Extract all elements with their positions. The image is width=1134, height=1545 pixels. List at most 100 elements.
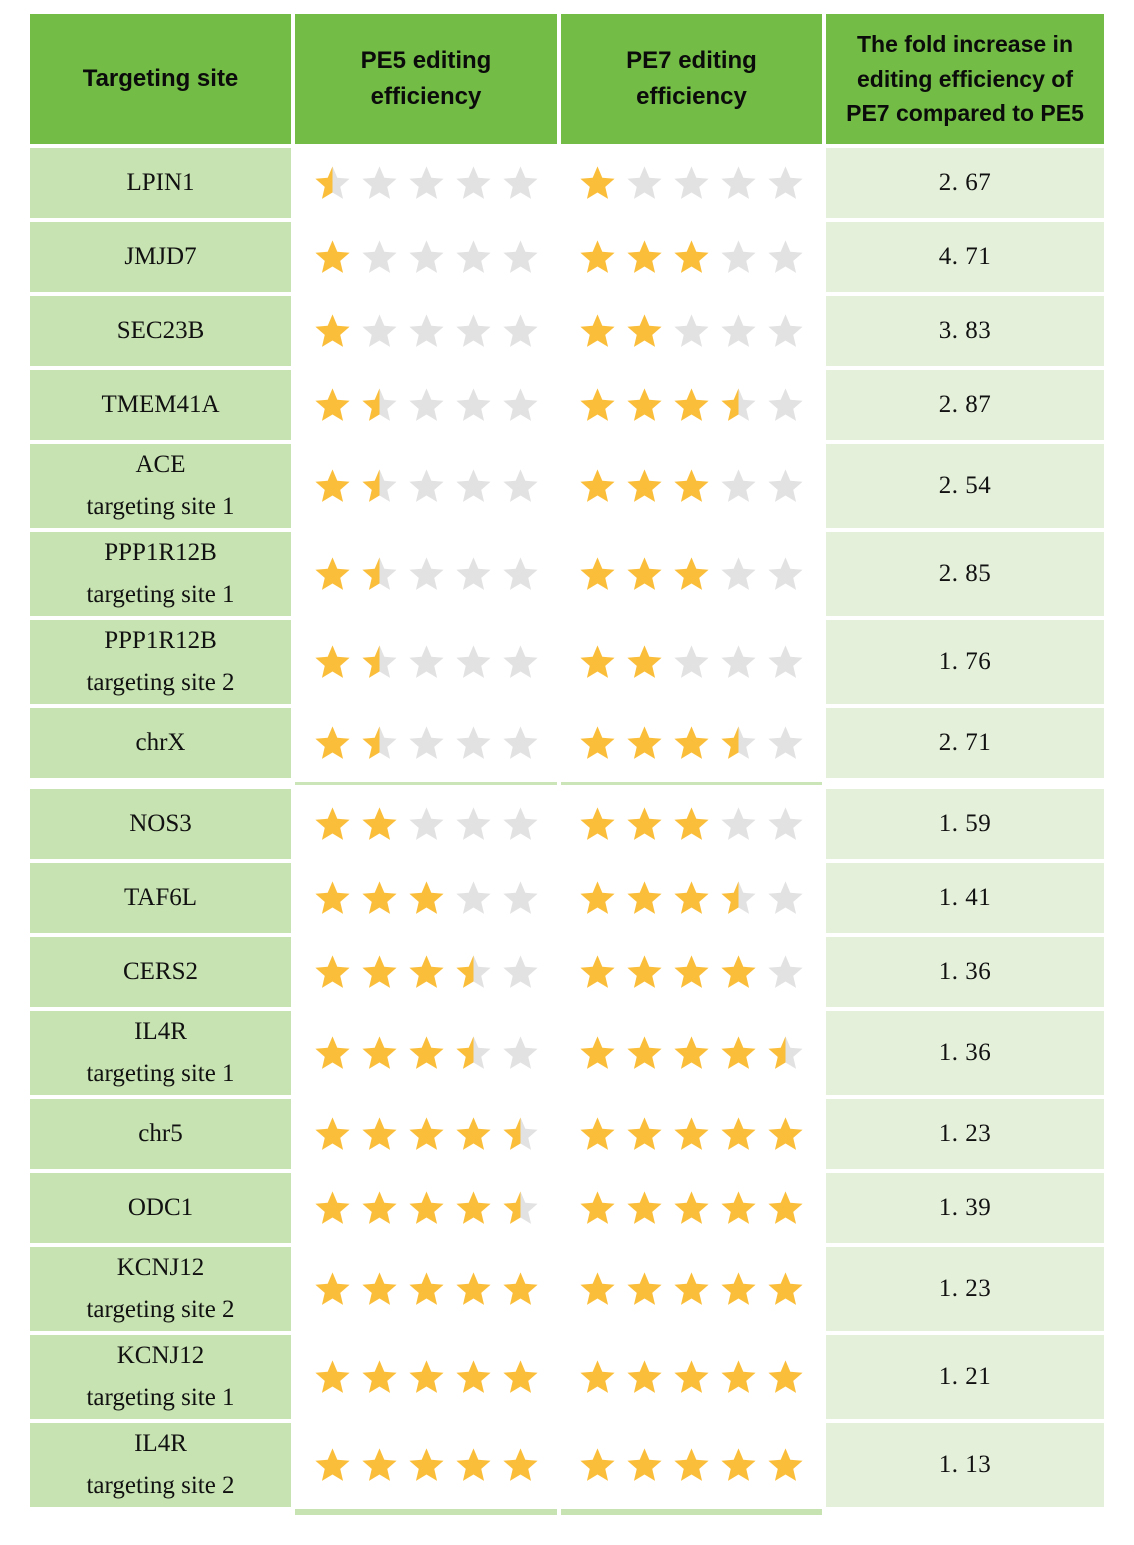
star-icon xyxy=(674,556,709,590)
targeting-site-header-label: Targeting site xyxy=(82,65,239,92)
star-icon xyxy=(455,387,491,421)
pe7-rating xyxy=(561,1335,822,1419)
star-icon xyxy=(455,313,491,347)
star-icon xyxy=(721,954,756,988)
fold-value: 4. 71 xyxy=(826,222,1104,292)
star-icon xyxy=(627,806,662,840)
star-icon xyxy=(580,239,615,273)
star-icon xyxy=(455,954,491,988)
fold-value: 1. 41 xyxy=(826,863,1104,933)
star-icon xyxy=(721,1190,756,1224)
star-icon xyxy=(768,1447,803,1481)
star-icon xyxy=(721,880,756,914)
star-icon xyxy=(674,1359,709,1393)
site-subline: targeting site 2 xyxy=(86,669,235,696)
star-icon xyxy=(314,1116,350,1150)
star-icon xyxy=(408,1035,444,1069)
star-icon xyxy=(502,880,538,914)
site-name: chr5 xyxy=(138,1120,183,1147)
star-icon xyxy=(674,1190,709,1224)
star-icon xyxy=(455,1190,491,1224)
site-subline: targeting site 1 xyxy=(86,493,235,520)
pe5-rating xyxy=(295,1335,557,1419)
site-label: KCNJ12 targeting site 1 xyxy=(30,1335,291,1419)
site-subline: targeting site 2 xyxy=(86,1296,235,1323)
star-icon xyxy=(502,468,538,502)
star-icon xyxy=(314,239,350,273)
site-label: PPP1R12B targeting site 1 xyxy=(30,532,291,616)
star-icon xyxy=(361,1447,397,1481)
pe7-rating xyxy=(561,1099,822,1169)
pe5-rating xyxy=(295,708,557,778)
site-label: LPIN1 xyxy=(30,148,291,218)
star-icon xyxy=(768,1035,803,1069)
star-icon xyxy=(768,1271,803,1305)
star-icon xyxy=(502,1035,538,1069)
star-icon xyxy=(627,880,662,914)
star-icon xyxy=(627,1271,662,1305)
star-icon xyxy=(580,954,615,988)
star-icon xyxy=(314,387,350,421)
table-row: LPIN1 2. 67 xyxy=(30,148,1104,218)
site-name: JMJD7 xyxy=(124,243,197,270)
star-icon xyxy=(361,954,397,988)
site-name: CERS2 xyxy=(122,958,199,985)
fold-value: 2. 85 xyxy=(826,532,1104,616)
site-name: ODC1 xyxy=(127,1194,194,1221)
star-icon xyxy=(361,1116,397,1150)
star-icon xyxy=(768,1116,803,1150)
star-icon xyxy=(361,806,397,840)
star-icon xyxy=(580,725,615,759)
site-name: TAF6L xyxy=(124,884,197,911)
site-subline: targeting site 2 xyxy=(86,1472,235,1499)
pe7-header-label: PE7 editing efficiency xyxy=(626,47,757,110)
star-icon xyxy=(580,165,615,199)
star-icon xyxy=(314,644,350,678)
site-label: IL4R targeting site 1 xyxy=(30,1011,291,1095)
star-icon xyxy=(768,880,803,914)
star-icon xyxy=(627,644,662,678)
star-icon xyxy=(768,644,803,678)
star-icon xyxy=(627,239,662,273)
star-icon xyxy=(768,1190,803,1224)
star-icon xyxy=(721,387,756,421)
star-icon xyxy=(721,1035,756,1069)
pe5-header-label: PE5 editing efficiency xyxy=(360,47,492,110)
star-icon xyxy=(674,954,709,988)
star-icon xyxy=(361,880,397,914)
pe5-rating xyxy=(295,1099,557,1169)
star-icon xyxy=(721,1447,756,1481)
star-icon xyxy=(768,806,803,840)
star-icon xyxy=(455,556,491,590)
table-row: NOS3 1. 59 xyxy=(30,789,1104,859)
table-row: IL4R targeting site 1 1. 36 xyxy=(30,1011,1104,1095)
pe7-rating xyxy=(561,444,822,528)
pe5-rating xyxy=(295,444,557,528)
star-icon xyxy=(627,165,662,199)
star-icon xyxy=(455,806,491,840)
star-icon xyxy=(768,556,803,590)
star-icon xyxy=(674,1035,709,1069)
star-icon xyxy=(502,313,538,347)
pe5-rating xyxy=(295,296,557,366)
site-subline: targeting site 1 xyxy=(86,581,235,608)
table-row: chr5 1. 23 xyxy=(30,1099,1104,1169)
site-name: IL4R xyxy=(134,1430,187,1457)
site-name: ACE xyxy=(135,451,186,478)
table-row: ACE targeting site 1 2. 54 xyxy=(30,444,1104,528)
fold-value: 1. 59 xyxy=(826,789,1104,859)
star-icon xyxy=(361,556,397,590)
table-row: PPP1R12B targeting site 1 2. 85 xyxy=(30,532,1104,616)
star-icon xyxy=(314,1190,350,1224)
fold-value: 1. 23 xyxy=(826,1099,1104,1169)
star-icon xyxy=(314,468,350,502)
star-icon xyxy=(361,644,397,678)
star-icon xyxy=(768,313,803,347)
site-label: ACE targeting site 1 xyxy=(30,444,291,528)
pe7-rating xyxy=(561,1011,822,1095)
table-row: IL4R targeting site 2 1. 13 xyxy=(30,1423,1104,1507)
star-icon xyxy=(721,725,756,759)
star-icon xyxy=(721,1271,756,1305)
site-name: TMEM41A xyxy=(101,391,220,418)
site-name: IL4R xyxy=(134,1018,187,1045)
